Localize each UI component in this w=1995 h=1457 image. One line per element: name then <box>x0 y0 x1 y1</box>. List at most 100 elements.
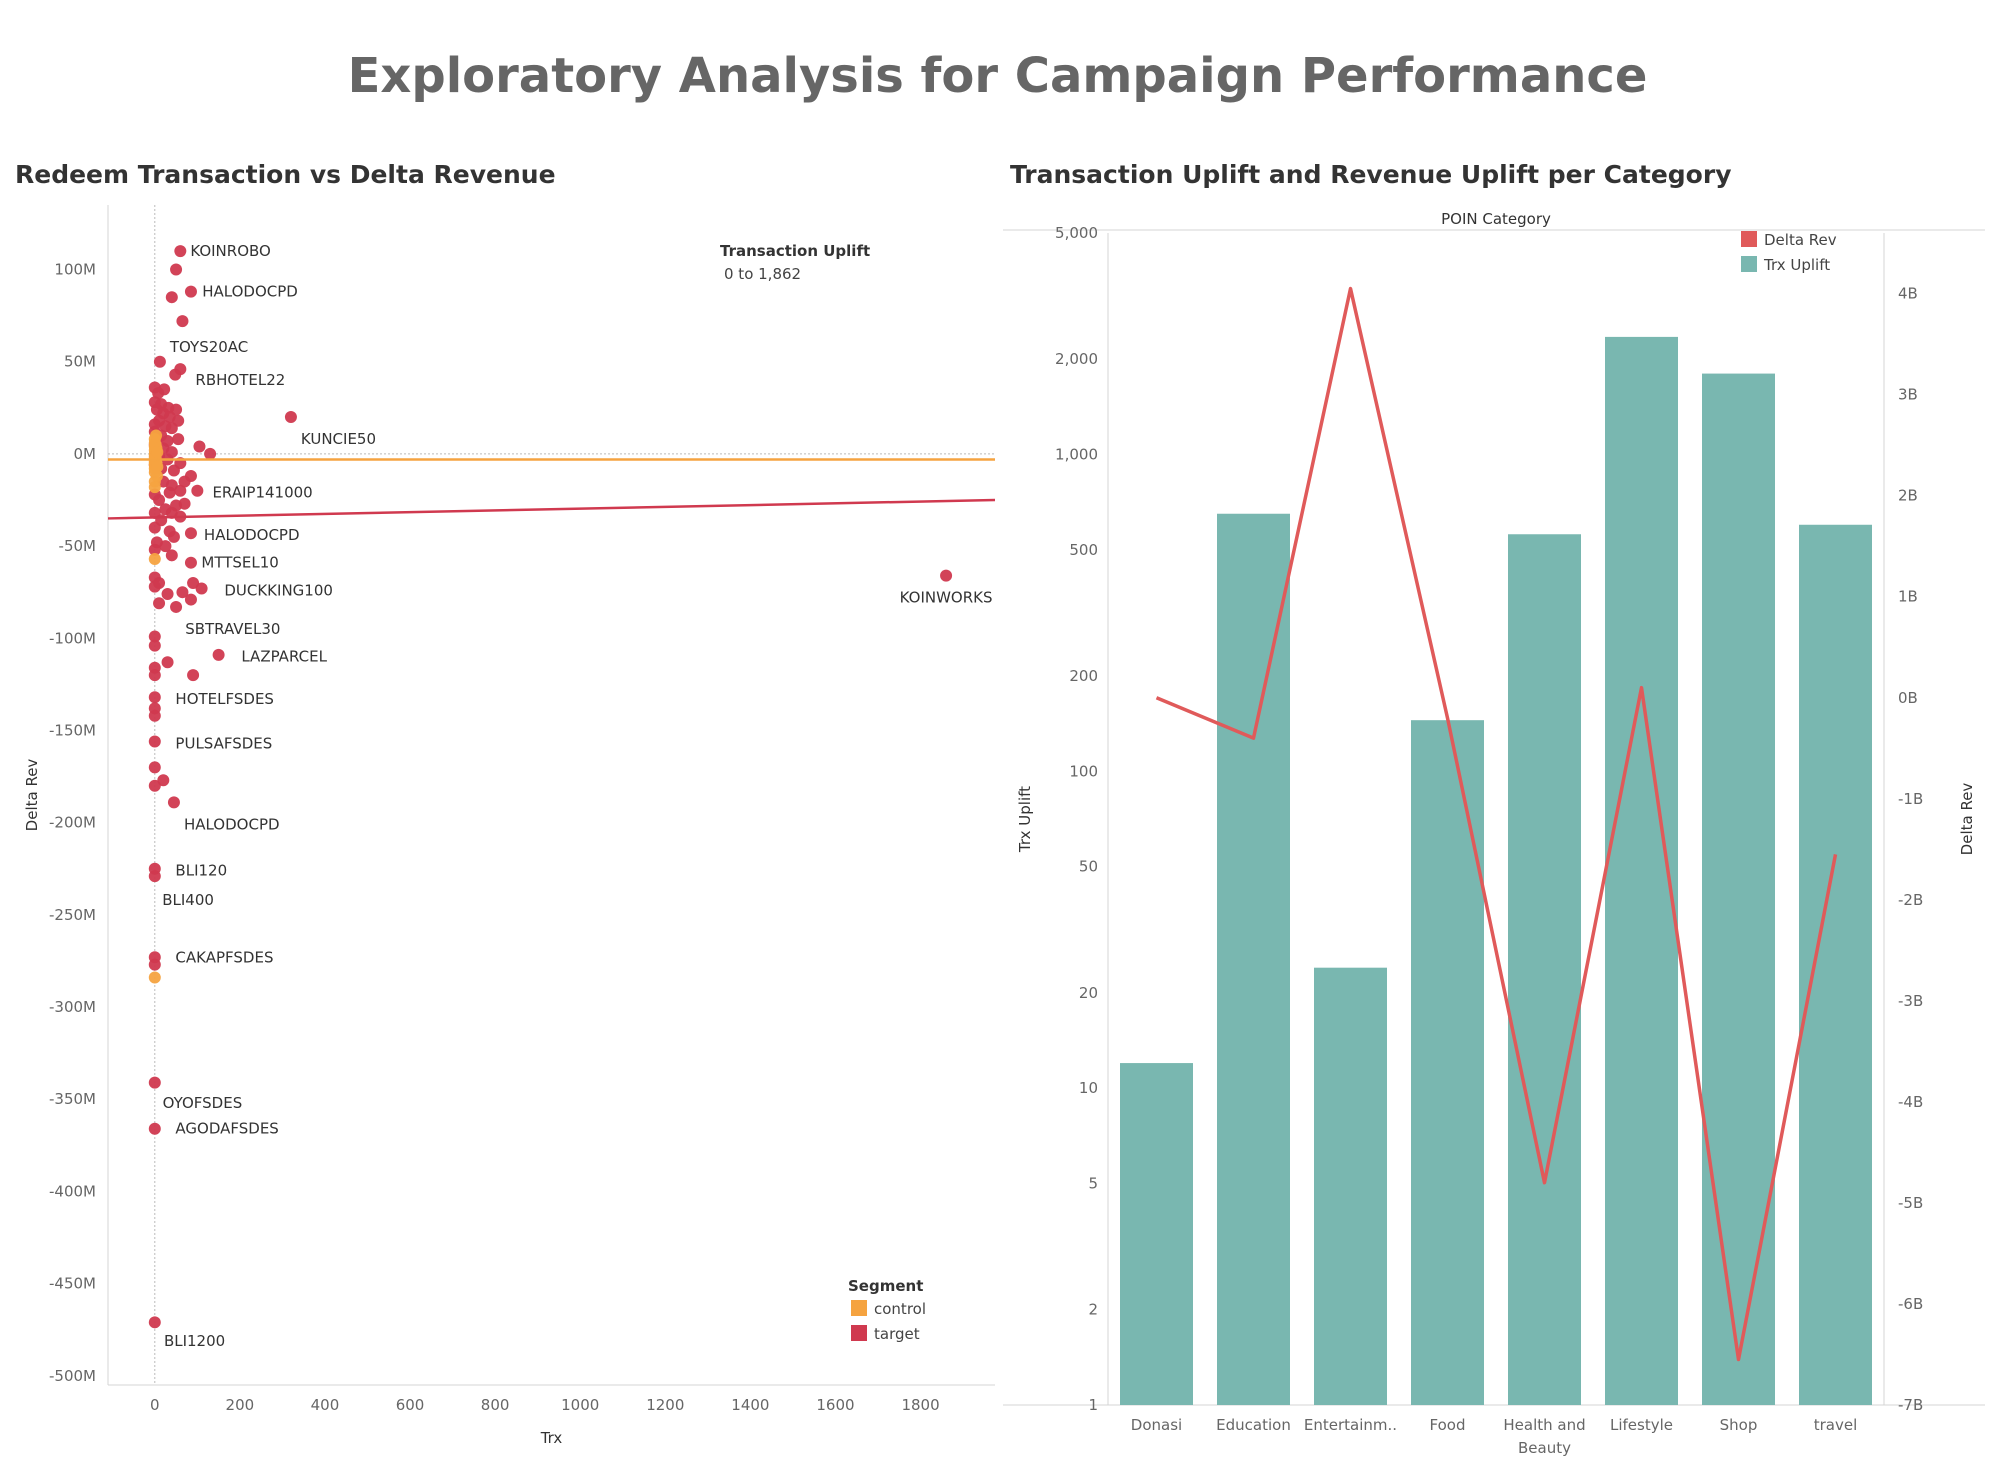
combo-category-sublabel: Beauty <box>1518 1439 1571 1457</box>
scatter-point-label: BLI1200 <box>164 1332 225 1350</box>
combo-right-tick-label: 0B <box>1898 689 1918 707</box>
combo-bar <box>1120 1063 1193 1405</box>
scatter-point-label: ERAIP141000 <box>212 484 312 502</box>
combo-right-tick-label: 4B <box>1898 285 1918 303</box>
color-legend-swatch-target <box>851 1325 867 1341</box>
scatter-x-tick-label: 1200 <box>646 1396 684 1414</box>
scatter-point-target <box>157 774 170 787</box>
combo-bar <box>1217 513 1290 1405</box>
scatter-point-target <box>161 656 174 669</box>
scatter-y-tick-label: -300M <box>49 998 96 1016</box>
scatter-point-target <box>159 540 172 553</box>
combo-left-tick-label: 5,000 <box>1055 224 1098 242</box>
combo-left-tick-label: 2 <box>1088 1301 1098 1319</box>
combo-left-tick-label: 5 <box>1088 1175 1098 1193</box>
scatter-point-target <box>148 1122 161 1135</box>
trend-line-target <box>107 498 996 520</box>
scatter-point-target <box>204 447 217 460</box>
combo-left-tick-label: 100 <box>1069 762 1098 780</box>
combo-bar <box>1508 534 1581 1405</box>
scatter-point-label: MTTSEL10 <box>201 554 278 572</box>
scatter-y-tick-label: -500M <box>49 1367 96 1385</box>
scatter-point-control <box>148 553 161 565</box>
scatter-point-target <box>170 263 183 276</box>
combo-left-tick-label: 500 <box>1069 541 1098 559</box>
scatter-point-target <box>167 796 180 809</box>
scatter-point-target <box>148 1316 161 1329</box>
combo-left-tick-label: 2,000 <box>1055 350 1098 368</box>
scatter-point-target <box>153 494 166 506</box>
scatter-x-tick-label: 800 <box>481 1396 510 1414</box>
combo-category-label: Donasi <box>1131 1416 1182 1434</box>
size-legend-title: Transaction Uplift <box>720 242 870 260</box>
scatter-point-target <box>172 433 185 446</box>
scatter-point-target <box>178 475 191 488</box>
combo-legend-label: Delta Rev <box>1764 231 1837 249</box>
scatter-point-target <box>176 586 189 599</box>
combo-category-label: travel <box>1814 1416 1858 1434</box>
combo-right-tick-label: -2B <box>1898 891 1923 909</box>
scatter-point-target <box>184 593 197 606</box>
scatter-point-target <box>165 291 178 304</box>
combo-bar <box>1702 373 1775 1406</box>
scatter-point-target <box>148 779 161 792</box>
combo-left-axis-label: Trx Uplift <box>1016 786 1034 853</box>
scatter-point-target <box>148 709 161 722</box>
scatter-point-control <box>151 446 164 459</box>
scatter-point-target <box>148 521 161 534</box>
scatter-x-tick-label: 0 <box>150 1396 160 1414</box>
scatter-x-tick-label: 600 <box>396 1396 425 1414</box>
scatter-y-tick-label: -200M <box>49 814 96 832</box>
scatter-y-tick-label: 0M <box>74 445 97 463</box>
combo-left-tick-label: 10 <box>1079 1079 1098 1097</box>
combo-legend-label: Trx Uplift <box>1763 256 1830 274</box>
scatter-y-tick-label: -100M <box>49 629 96 647</box>
scatter-point-control <box>150 470 163 483</box>
scatter-y-tick-label: -350M <box>49 1090 96 1108</box>
scatter-point-target <box>167 464 180 477</box>
scatter-y-tick-label: -400M <box>49 1182 96 1200</box>
combo-left-tick-label: 50 <box>1079 858 1098 876</box>
scatter-y-tick-label: -150M <box>49 721 96 739</box>
scatter-point-label: SBTRAVEL30 <box>185 620 280 638</box>
combo-category-label: Health and <box>1503 1416 1585 1434</box>
combo-x-axis-title: POIN Category <box>1441 210 1551 228</box>
scatter-point-label: KOINROBO <box>190 242 271 260</box>
scatter-point-label: BLI400 <box>162 891 214 909</box>
combo-right-tick-label: 1B <box>1898 588 1918 606</box>
scatter-point-target <box>165 422 178 435</box>
scatter-point-target <box>148 761 161 774</box>
combo-right-tick-label: -6B <box>1898 1295 1923 1313</box>
scatter-point-control <box>148 971 161 984</box>
combo-category-label: Food <box>1430 1416 1466 1434</box>
scatter-y-tick-label: 50M <box>64 353 96 371</box>
scatter-point-target <box>148 630 161 643</box>
scatter-point-target <box>148 669 161 682</box>
scatter-point-target <box>212 648 225 661</box>
scatter-x-axis-label: Trx <box>540 1429 563 1447</box>
color-legend-label-target: target <box>874 1325 920 1343</box>
scatter-point-target <box>165 549 178 562</box>
scatter-point-target <box>152 387 165 400</box>
scatter-point-target <box>148 735 161 748</box>
scatter-point-target <box>940 569 953 582</box>
combo-right-tick-label: 2B <box>1898 487 1918 505</box>
scatter-y-axis-label: Delta Rev <box>23 759 41 832</box>
scatter-point-label: OYOFSDES <box>163 1094 243 1112</box>
scatter-point-target <box>174 245 187 258</box>
scatter-x-tick-label: 1400 <box>731 1396 769 1414</box>
scatter-x-tick-label: 400 <box>311 1396 340 1414</box>
scatter-point-target <box>148 958 161 971</box>
combo-bar <box>1411 720 1484 1405</box>
scatter-point-label: KUNCIE50 <box>301 430 376 448</box>
scatter-point-control <box>148 481 161 494</box>
scatter-point-target <box>153 355 166 368</box>
combo-left-tick-label: 1 <box>1088 1396 1098 1414</box>
combo-right-tick-label: -4B <box>1898 1093 1923 1111</box>
scatter-point-target <box>195 582 208 595</box>
scatter-point-target <box>148 543 161 556</box>
scatter-point-target <box>284 411 297 424</box>
combo-left-tick-label: 20 <box>1079 984 1098 1002</box>
scatter-x-tick-label: 1800 <box>901 1396 939 1414</box>
